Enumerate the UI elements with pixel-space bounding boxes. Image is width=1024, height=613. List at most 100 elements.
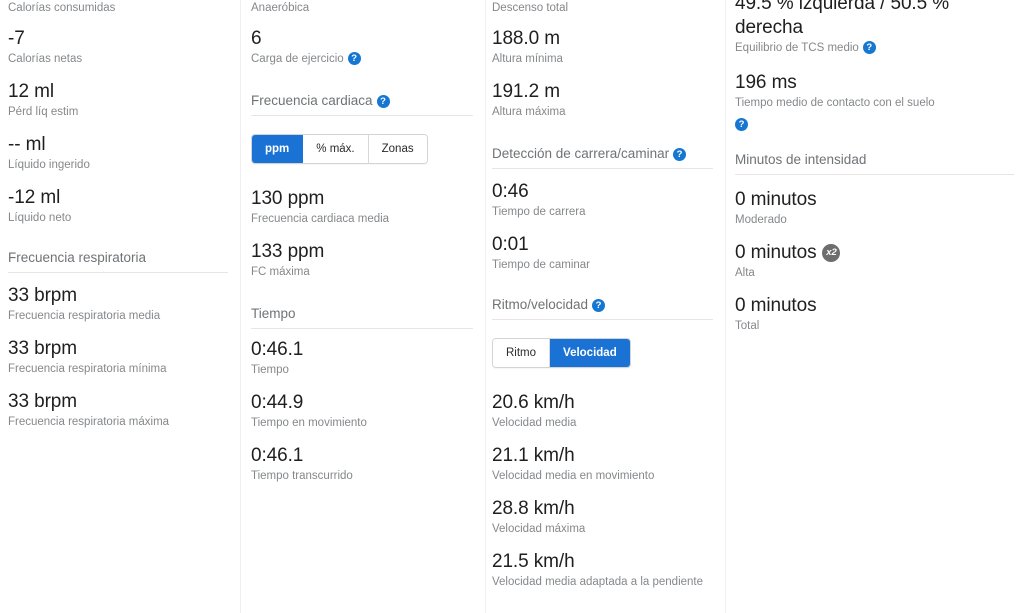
metric-label: Altura máxima bbox=[492, 106, 566, 118]
metric-value: 0 minutos bbox=[735, 189, 817, 210]
metric-minutos-total: 0 minutos Total bbox=[735, 293, 1014, 334]
section-title-text: Ritmo/velocidad bbox=[492, 297, 589, 312]
help-icon[interactable]: ? bbox=[592, 299, 606, 312]
metric-descenso-total: Descenso total bbox=[492, 0, 713, 16]
metric-label: Tiempo de caminar bbox=[492, 259, 591, 271]
section-title-text: Tiempo bbox=[251, 306, 296, 321]
metric-label: Frecuencia cardiaca media bbox=[251, 213, 390, 225]
toggle-option-velocidad[interactable]: Velocidad bbox=[550, 339, 630, 367]
metric-label: Anaeróbica bbox=[251, 2, 310, 14]
metric-liquido-ingerido: -- ml Líquido ingerido bbox=[8, 132, 228, 173]
help-icon[interactable]: ? bbox=[862, 41, 876, 54]
metric-value: 0:46 bbox=[492, 181, 529, 202]
metric-label: Calorías consumidas bbox=[8, 2, 116, 14]
metric-value-row: 0 minutos x2 bbox=[735, 240, 1014, 265]
section-title: Ritmo/velocidad? bbox=[492, 295, 713, 320]
metric-label-text: Equilibrio de TCS medio bbox=[735, 42, 859, 54]
metric-label: Moderado bbox=[735, 214, 787, 226]
column-running-dynamics-intensity: 49.5 % izquierda / 50.5 % derecha Equili… bbox=[725, 0, 1024, 613]
metric-label-text: Carga de ejercicio bbox=[251, 53, 344, 65]
metric-calorias-consumidas: Calorías consumidas bbox=[8, 0, 228, 16]
metric-fc-maxima: 133 ppm FC máxima bbox=[251, 239, 473, 280]
metric-label: Velocidad máxima bbox=[492, 523, 586, 535]
metric-value: 0:46.1 bbox=[251, 445, 304, 466]
metric-label: Tiempo de carrera bbox=[492, 206, 586, 218]
section-title: Frecuencia respiratoria bbox=[8, 248, 228, 273]
metric-label: Frecuencia respiratoria mínima bbox=[8, 363, 167, 375]
metric-value: 196 ms bbox=[735, 72, 797, 93]
metric-tiempo-de-caminar: 0:01 Tiempo de caminar bbox=[492, 232, 713, 273]
metric-liquido-neto: -12 ml Líquido neto bbox=[8, 185, 228, 226]
toggle-option-percent-max[interactable]: % máx. bbox=[303, 135, 369, 163]
metric-altura-minima: 188.0 m Altura mínima bbox=[492, 26, 713, 67]
metric-label: Tiempo medio de contacto con el suelo bbox=[735, 97, 935, 109]
metric-minutos-alta: 0 minutos x2 Alta bbox=[735, 240, 1014, 281]
help-icon[interactable]: ? bbox=[376, 95, 390, 108]
metric-label: Altura mínima bbox=[492, 53, 563, 65]
section-title: Tiempo bbox=[251, 304, 473, 329]
metric-value: 191.2 m bbox=[492, 81, 560, 102]
section-title-text: Frecuencia respiratoria bbox=[8, 250, 147, 265]
metric-label: Descenso total bbox=[492, 2, 569, 14]
metric-value-line2: derecha bbox=[735, 17, 803, 38]
column-calories-respiration: Calorías consumidas -7 Calorías netas 12… bbox=[0, 0, 240, 613]
toggle-option-ritmo[interactable]: Ritmo bbox=[493, 339, 551, 367]
metric-frecuencia-respiratoria-minima: 33 brpm Frecuencia respiratoria mínima bbox=[8, 336, 228, 377]
section-ritmo-velocidad: Ritmo/velocidad? bbox=[492, 295, 713, 320]
metric-perdida-liquido-estimada: 12 ml Pérd líq estim bbox=[8, 79, 228, 120]
metric-velocidad-media: 20.6 km/h Velocidad media bbox=[492, 390, 713, 431]
metric-label: Líquido ingerido bbox=[8, 159, 90, 171]
metric-label: Calorías netas bbox=[8, 53, 83, 65]
metric-velocidad-maxima: 28.8 km/h Velocidad máxima bbox=[492, 496, 713, 537]
section-title-text: Minutos de intensidad bbox=[735, 152, 867, 167]
metric-label: Velocidad media adaptada a la pendiente bbox=[492, 576, 704, 588]
metric-tiempo-transcurrido: 0:46.1 Tiempo transcurrido bbox=[251, 443, 473, 484]
toggle-option-ppm[interactable]: ppm bbox=[252, 135, 304, 163]
metric-frecuencia-respiratoria-media: 33 brpm Frecuencia respiratoria media bbox=[8, 283, 228, 324]
metric-label: FC máxima bbox=[251, 266, 310, 278]
section-deteccion-carrera-caminar: Detección de carrera/caminar? bbox=[492, 144, 713, 169]
metric-calorias-netas: -7 Calorías netas bbox=[8, 26, 228, 67]
metric-value: 21.5 km/h bbox=[492, 551, 575, 572]
metric-carga-de-ejercicio: 6 Carga de ejercicio? bbox=[251, 26, 473, 67]
section-title-text: Detección de carrera/caminar bbox=[492, 146, 670, 161]
metric-label: Líquido neto bbox=[8, 212, 72, 224]
metric-label: Velocidad media en movimiento bbox=[492, 470, 655, 482]
metric-value: 21.1 km/h bbox=[492, 445, 575, 466]
metric-value: 133 ppm bbox=[251, 241, 325, 262]
metric-label: Velocidad media bbox=[492, 417, 577, 429]
metric-label: Carga de ejercicio? bbox=[251, 51, 473, 67]
metric-tiempo-en-movimiento: 0:44.9 Tiempo en movimiento bbox=[251, 390, 473, 431]
metric-equilibrio-tcs-medio: 49.5 % izquierda / 50.5 % derecha Equili… bbox=[735, 0, 1014, 56]
help-icon[interactable]: ? bbox=[673, 148, 687, 161]
heartrate-unit-toggle[interactable]: ppm % máx. Zonas bbox=[251, 134, 428, 164]
toggle-option-zonas[interactable]: Zonas bbox=[368, 135, 427, 163]
metric-value: 28.8 km/h bbox=[492, 498, 575, 519]
metric-label: Tiempo transcurrido bbox=[251, 470, 353, 482]
column-elevation-speed: Descenso total 188.0 m Altura mínima 191… bbox=[485, 0, 725, 613]
metric-velocidad-media-adaptada-pendiente: 21.5 km/h Velocidad media adaptada a la … bbox=[492, 549, 713, 590]
pace-speed-toggle[interactable]: Ritmo Velocidad bbox=[492, 338, 631, 368]
metric-value: 20.6 km/h bbox=[492, 392, 575, 413]
metric-value: -12 ml bbox=[8, 187, 61, 208]
metric-frecuencia-cardiaca-media: 130 ppm Frecuencia cardiaca media bbox=[251, 186, 473, 227]
metric-label: Pérd líq estim bbox=[8, 106, 79, 118]
metric-value: 33 brpm bbox=[8, 285, 78, 306]
metric-anaerobica: Anaeróbica bbox=[251, 0, 473, 16]
section-title: Frecuencia cardiaca? bbox=[251, 91, 473, 116]
help-icon[interactable]: ? bbox=[735, 118, 748, 131]
metric-value: 0:46.1 bbox=[251, 339, 304, 360]
metric-label: Frecuencia respiratoria media bbox=[8, 310, 161, 322]
metric-value: 188.0 m bbox=[492, 28, 560, 49]
metric-value: 12 ml bbox=[8, 81, 54, 102]
metric-label: Tiempo bbox=[251, 364, 289, 376]
metric-tiempo: 0:46.1 Tiempo bbox=[251, 337, 473, 378]
metric-label: Equilibrio de TCS medio? bbox=[735, 40, 1014, 56]
metric-label: Frecuencia respiratoria máxima bbox=[8, 416, 170, 428]
section-minutos-de-intensidad: Minutos de intensidad bbox=[735, 150, 1014, 175]
help-icon-row: ? bbox=[735, 114, 1014, 132]
metric-value: 33 brpm bbox=[8, 338, 78, 359]
metric-value: 0 minutos bbox=[735, 242, 817, 263]
help-icon[interactable]: ? bbox=[347, 52, 361, 65]
